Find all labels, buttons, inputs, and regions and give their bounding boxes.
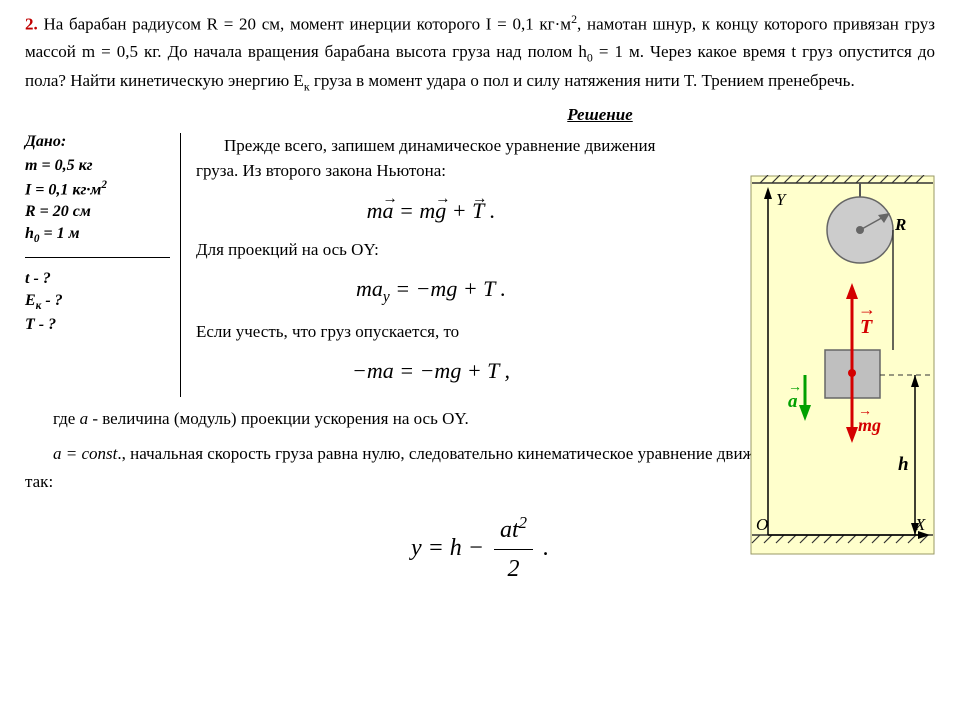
- problem-statement: 2. На барабан радиусом R = 20 см, момент…: [25, 10, 935, 97]
- given-divider: [25, 257, 170, 258]
- height-label: h: [898, 454, 909, 475]
- origin-label: O: [756, 515, 768, 534]
- given-unk-Ek: Eк - ?: [25, 292, 170, 312]
- formula-2: may = −mg + T .: [196, 272, 666, 309]
- radius-label: R: [894, 215, 906, 234]
- formula-1: ma = mg + T .: [196, 194, 666, 227]
- solution-p3: Если учесть, что груз опускается, то: [196, 319, 666, 345]
- solution-body: Прежде всего, запишем динамическое уравн…: [196, 133, 676, 398]
- tension-label: T: [860, 316, 873, 338]
- solution-p2: Для проекций на ось OY:: [196, 237, 666, 263]
- given-m: m = 0,5 кг: [25, 157, 170, 175]
- given-unk-t: t - ?: [25, 270, 170, 288]
- solution-p1: Прежде всего, запишем динамическое уравн…: [196, 133, 666, 184]
- given-h0: h0 = 1 м: [25, 225, 170, 245]
- solution-header: Решение: [567, 105, 632, 125]
- problem-text-4: груза в момент удара о пол и силу натяже…: [310, 71, 855, 90]
- axis-y-label: Y: [776, 190, 787, 209]
- formula-3: −ma = −mg + T ,: [196, 354, 666, 387]
- given-unk-T: T - ?: [25, 316, 170, 334]
- physics-diagram: Y X O R → T → mg → a h: [750, 175, 935, 555]
- given-block: Дано: m = 0,5 кг I = 0,1 кг·м2 R = 20 см…: [25, 133, 181, 398]
- given-I: I = 0,1 кг·м2: [25, 179, 170, 199]
- given-R: R = 20 см: [25, 203, 170, 221]
- accel-label: a: [788, 391, 798, 412]
- problem-text-1: На барабан радиусом R = 20 см, момент ин…: [43, 15, 571, 34]
- given-title: Дано:: [25, 133, 170, 151]
- problem-number: 2.: [25, 15, 38, 34]
- mg-label: mg: [858, 415, 881, 435]
